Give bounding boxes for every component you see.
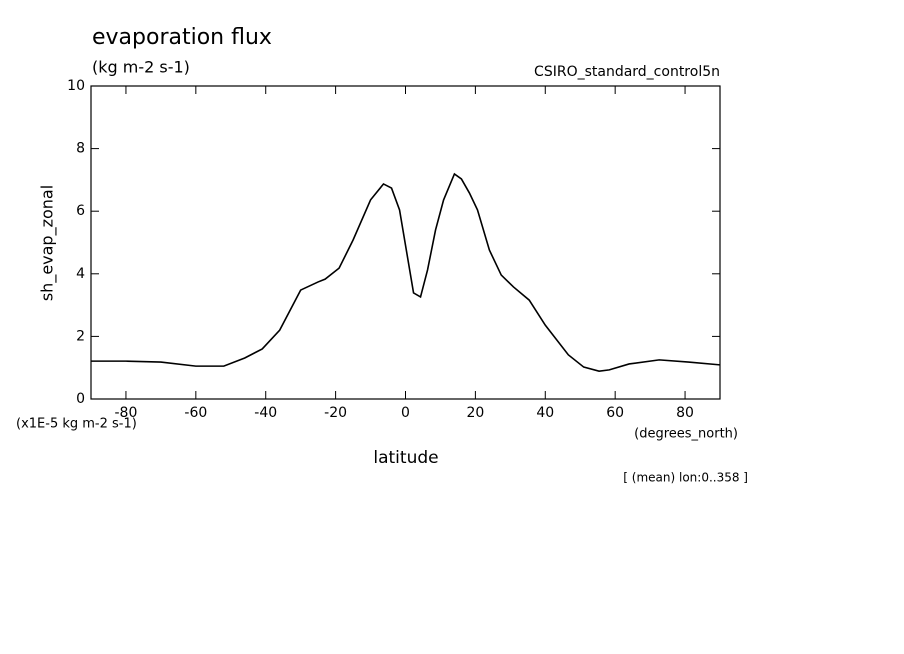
x-tick-label: -80 [115, 405, 138, 421]
y-axis-units: (x1E-5 kg m-2 s-1) [16, 417, 137, 432]
x-tick-label: -60 [184, 405, 207, 421]
x-tick-label: 60 [606, 405, 624, 421]
data-line [91, 172, 721, 372]
dataset-label: CSIRO_standard_control5n [534, 64, 720, 80]
x-tick-label: 20 [466, 405, 484, 421]
y-tick-label: 6 [76, 203, 85, 219]
y-tick-label: 0 [76, 391, 85, 407]
annotation: [ (mean) lon:0..358 ] [623, 471, 748, 485]
x-axis-units: (degrees_north) [634, 427, 738, 442]
x-tick-label: 0 [401, 405, 410, 421]
x-tick-label: -20 [324, 405, 347, 421]
x-tick-label: -40 [254, 405, 277, 421]
y-tick-label: 10 [67, 78, 85, 94]
chart-title: evaporation flux [92, 25, 272, 50]
y-axis-label: sh_evap_zonal [38, 185, 58, 301]
x-tick-label: 80 [676, 405, 694, 421]
chart-subtitle: (kg m-2 s-1) [92, 58, 190, 77]
x-tick-label: 40 [536, 405, 554, 421]
y-tick-label: 4 [76, 266, 85, 282]
y-tick-label: 8 [76, 141, 85, 157]
x-axis-label: latitude [373, 448, 438, 468]
y-tick-label: 2 [76, 328, 85, 344]
